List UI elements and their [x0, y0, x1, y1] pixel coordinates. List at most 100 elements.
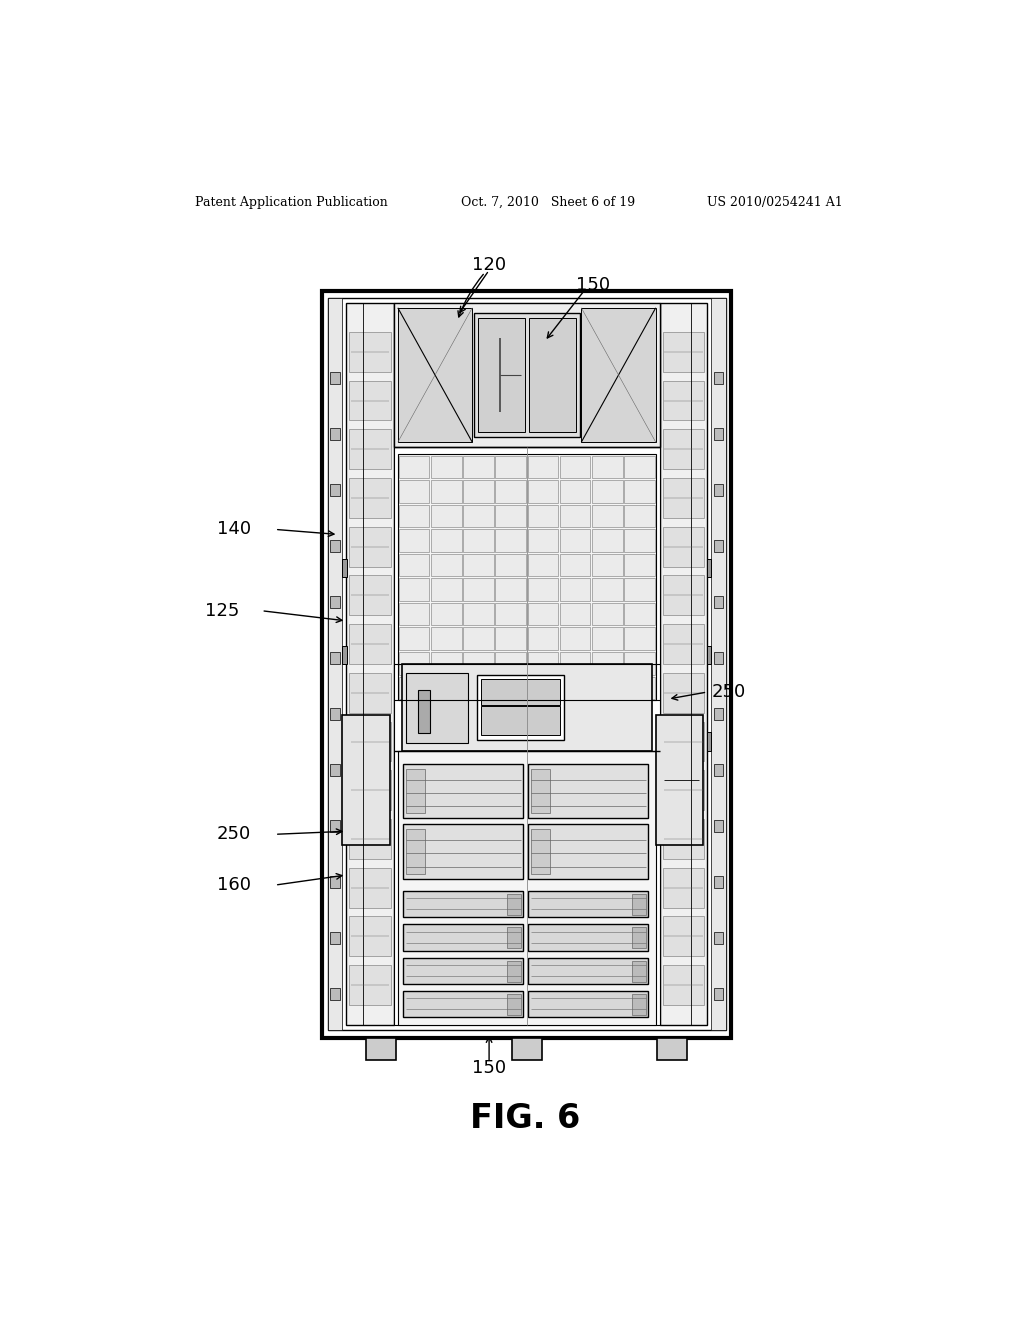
Bar	[496, 603, 526, 626]
Text: 250: 250	[217, 825, 251, 843]
Bar	[349, 331, 391, 372]
Bar	[663, 624, 705, 664]
Bar	[659, 302, 708, 1026]
Bar	[625, 677, 655, 700]
Text: 150: 150	[577, 276, 610, 294]
Bar	[625, 578, 655, 601]
Bar	[477, 676, 564, 741]
Bar	[663, 527, 705, 566]
Bar	[663, 380, 705, 421]
Bar	[463, 578, 494, 601]
Text: US 2010/0254241 A1: US 2010/0254241 A1	[708, 195, 843, 209]
Bar	[496, 480, 526, 503]
Bar	[349, 527, 391, 566]
Bar	[397, 454, 655, 700]
Bar	[527, 652, 558, 675]
Bar	[625, 652, 655, 675]
Bar	[431, 480, 462, 503]
Bar	[496, 529, 526, 552]
Bar	[663, 331, 705, 372]
Bar	[480, 678, 560, 705]
Bar	[394, 302, 659, 447]
Bar	[592, 504, 623, 527]
Bar	[507, 994, 521, 1015]
Bar	[496, 652, 526, 675]
Bar	[663, 771, 705, 810]
Bar	[328, 297, 342, 1031]
Bar	[463, 529, 494, 552]
Bar	[663, 673, 705, 713]
Bar	[714, 708, 723, 719]
Bar	[582, 308, 655, 442]
Bar	[463, 652, 494, 675]
Bar	[398, 627, 429, 649]
Bar	[496, 455, 526, 478]
Bar	[331, 708, 340, 719]
Bar	[496, 578, 526, 601]
Bar	[331, 595, 340, 609]
Bar	[625, 504, 655, 527]
Bar	[625, 554, 655, 577]
Bar	[714, 428, 723, 440]
Bar	[512, 1038, 542, 1060]
Bar	[403, 764, 523, 818]
Bar	[394, 302, 659, 1026]
Text: 250: 250	[712, 682, 745, 701]
Bar	[477, 318, 525, 432]
Bar	[663, 429, 705, 469]
Text: 150: 150	[472, 1059, 506, 1077]
Bar	[527, 578, 558, 601]
Bar	[463, 455, 494, 478]
Bar	[463, 603, 494, 626]
Bar	[496, 504, 526, 527]
Bar	[406, 770, 425, 813]
Bar	[530, 770, 550, 813]
Bar	[527, 554, 558, 577]
Bar	[663, 576, 705, 615]
Bar	[431, 529, 462, 552]
Bar	[431, 603, 462, 626]
Bar	[527, 627, 558, 649]
Bar	[418, 690, 430, 734]
Bar	[398, 455, 429, 478]
Bar	[398, 652, 429, 675]
Text: 140: 140	[217, 520, 251, 539]
Bar	[496, 554, 526, 577]
Bar	[592, 529, 623, 552]
Bar	[625, 529, 655, 552]
Bar	[528, 891, 648, 917]
Text: Patent Application Publication: Patent Application Publication	[196, 195, 388, 209]
Bar	[663, 965, 705, 1005]
Bar	[712, 297, 726, 1031]
Bar	[714, 820, 723, 832]
Bar	[528, 825, 648, 879]
Bar	[397, 308, 472, 442]
Bar	[349, 429, 391, 469]
Bar	[714, 875, 723, 888]
Bar	[528, 764, 648, 818]
Bar	[632, 894, 646, 915]
Bar	[528, 924, 648, 950]
Bar	[346, 302, 394, 1026]
Bar	[560, 455, 591, 478]
Bar	[560, 627, 591, 649]
Bar	[527, 455, 558, 478]
Bar	[663, 818, 705, 859]
Bar	[349, 965, 391, 1005]
Bar	[714, 484, 723, 496]
Text: Oct. 7, 2010   Sheet 6 of 19: Oct. 7, 2010 Sheet 6 of 19	[461, 195, 636, 209]
Bar	[398, 578, 429, 601]
Bar	[592, 578, 623, 601]
Bar	[398, 504, 429, 527]
Bar	[527, 529, 558, 552]
Bar	[527, 504, 558, 527]
Text: FIG. 6: FIG. 6	[470, 1102, 580, 1135]
Bar	[342, 560, 347, 577]
Bar	[403, 825, 523, 879]
Bar	[431, 455, 462, 478]
Bar	[401, 664, 651, 751]
Bar	[431, 554, 462, 577]
Bar	[632, 961, 646, 982]
Bar	[560, 603, 591, 626]
Bar	[592, 480, 623, 503]
